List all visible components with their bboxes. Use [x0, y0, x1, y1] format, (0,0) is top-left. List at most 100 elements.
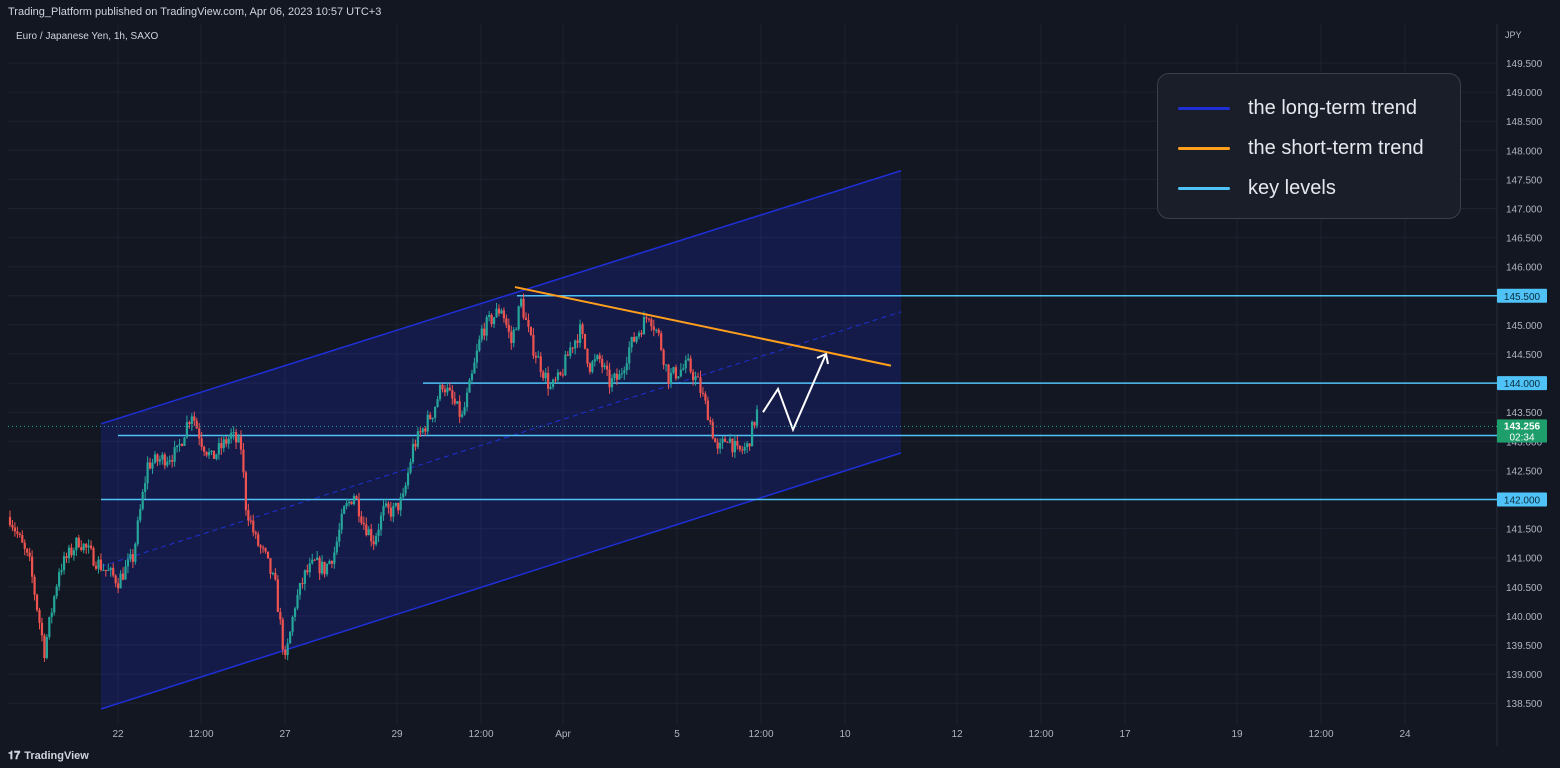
candle-body — [347, 501, 351, 504]
candle-body — [274, 573, 277, 580]
candle-body — [669, 372, 673, 385]
candle-body — [244, 472, 247, 511]
candle-body — [60, 570, 63, 573]
candle-body — [588, 363, 592, 372]
y-tick-label: 147.500 — [1506, 175, 1543, 186]
candle-body — [107, 570, 110, 572]
candle-body — [249, 520, 252, 522]
y-tick-label: 146.000 — [1506, 263, 1543, 274]
y-tick-label: 149.500 — [1506, 59, 1543, 70]
candle-body — [156, 454, 159, 462]
candle-body — [547, 372, 550, 389]
candle-body — [183, 437, 186, 446]
candle-body — [426, 414, 429, 432]
candle-body — [561, 374, 564, 376]
candle-body — [163, 454, 166, 466]
x-tick-label: 5 — [674, 729, 680, 740]
candle-body — [153, 454, 157, 463]
candle-body — [618, 374, 621, 380]
legend-swatch-long-term — [1178, 106, 1230, 110]
candle-body — [102, 569, 105, 571]
candle-body — [31, 556, 34, 577]
candle-body — [117, 583, 120, 589]
candle-body — [510, 331, 513, 343]
candle-body — [58, 572, 61, 587]
candle-body — [657, 329, 660, 334]
candle-body — [151, 462, 154, 469]
candle-body — [109, 567, 112, 571]
candle-body — [222, 439, 225, 449]
candle-body — [82, 543, 85, 551]
candle-body — [662, 349, 665, 365]
y-tick-label: 141.500 — [1506, 525, 1543, 536]
long-term-channel-lower — [100, 452, 902, 710]
candle-body — [731, 438, 734, 453]
candle-body — [448, 387, 451, 391]
candle-body — [121, 573, 125, 580]
candle-body — [335, 541, 338, 553]
candle-body — [453, 398, 456, 404]
candle-body — [75, 537, 78, 551]
candle-body — [392, 505, 395, 517]
candle-body — [569, 347, 572, 356]
candle-body — [667, 364, 670, 385]
key-level-tag: 142.000 — [1504, 496, 1541, 507]
y-tick-label: 140.500 — [1506, 583, 1543, 594]
publish-text: Trading_Platform published on TradingVie… — [8, 6, 382, 18]
y-tick-label: 142.500 — [1506, 466, 1543, 477]
candle-body — [271, 573, 275, 575]
candle-body — [520, 298, 523, 307]
legend-label-short-term: the short-term trend — [1248, 136, 1424, 159]
candle-body — [613, 373, 616, 379]
candle-body — [534, 355, 537, 358]
price-chart[interactable]: 149.500 149.000 148.500 148.000 147.500 147.0… — [0, 24, 1560, 746]
legend-swatch-short-term — [1178, 146, 1230, 150]
short-term-trendline — [514, 286, 892, 367]
candle-body — [28, 552, 31, 557]
candle-body — [180, 444, 184, 446]
candle-body — [375, 535, 378, 545]
candle-body — [554, 379, 557, 381]
candle-body — [350, 501, 353, 505]
candle-body — [97, 559, 100, 569]
candle-body — [490, 314, 493, 324]
x-tick-label: 12:00 — [188, 729, 213, 740]
candle-body — [158, 459, 161, 462]
y-tick-label: 138.500 — [1506, 699, 1543, 710]
candle-body — [741, 449, 744, 451]
current-price-label: 143.256 — [1504, 421, 1541, 432]
candle-body — [234, 432, 238, 443]
candle-body — [456, 401, 459, 404]
candle-body — [687, 358, 690, 361]
candle-body — [549, 386, 552, 389]
candle-body — [743, 447, 746, 451]
candle-body — [45, 637, 48, 659]
candle-body — [387, 503, 390, 508]
candle-body — [544, 372, 547, 379]
candle-body — [40, 622, 44, 636]
candle-body — [242, 449, 245, 473]
candle-body — [583, 333, 587, 349]
candle-body — [80, 547, 83, 551]
x-tick-label: 17 — [1119, 729, 1131, 740]
candle-body — [409, 462, 412, 473]
candle-body — [198, 428, 201, 439]
candle-body — [345, 503, 348, 507]
candle-body — [168, 460, 171, 462]
candle-body — [571, 347, 574, 349]
tradingview-logo[interactable]: 𝟏𝟕 TradingView — [8, 750, 89, 763]
candle-body — [26, 548, 29, 553]
key-level-tag-bg — [1497, 288, 1547, 303]
chart-area[interactable]: 149.500 149.000 148.500 148.000 147.500 147.0… — [0, 24, 1560, 746]
candle-body — [655, 329, 658, 331]
candle-body — [485, 317, 488, 336]
candle-body — [664, 364, 668, 366]
candle-body — [672, 367, 675, 373]
candle-body — [463, 407, 466, 415]
candle-body — [750, 421, 754, 447]
candle-body — [716, 442, 719, 449]
x-tick-label: 22 — [112, 729, 124, 740]
candle-body — [23, 542, 26, 549]
candle-body — [443, 389, 447, 393]
candle-body — [370, 529, 373, 542]
